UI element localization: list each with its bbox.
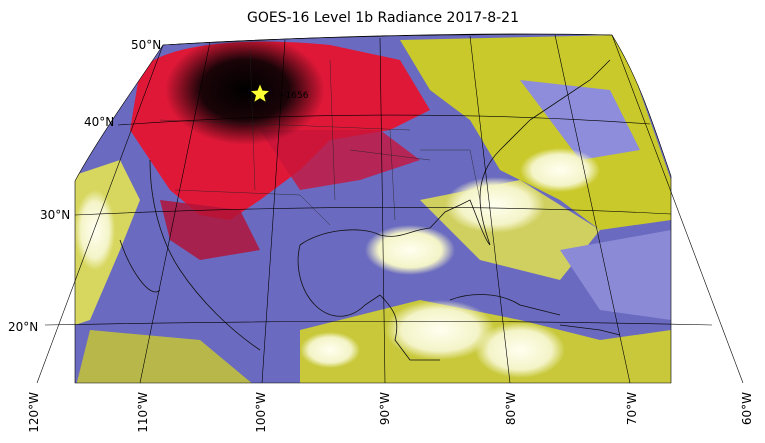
lon-label-100: 100°W	[254, 392, 268, 433]
lat-label-50: 50°N	[131, 38, 161, 52]
lat-label-30: 30°N	[40, 208, 70, 222]
map-title: GOES-16 Level 1b Radiance 2017-8-21	[247, 10, 519, 26]
marker-label: ~1656	[278, 91, 309, 101]
lon-label-90: 90°W	[378, 392, 392, 425]
star-icon	[249, 83, 271, 103]
longitude-labels: 120°W 110°W 100°W 90°W 80°W 70°W 60°W	[27, 392, 754, 433]
lat-label-20: 20°N	[8, 320, 38, 334]
map-frame	[74, 34, 672, 384]
eclipse-marker: ~1656	[249, 83, 309, 103]
lat-label-40: 40°N	[84, 115, 114, 129]
latitude-labels: 50°N 40°N 30°N 20°N	[8, 38, 161, 334]
graticule	[36, 33, 744, 384]
lon-label-80: 80°W	[504, 392, 518, 425]
lon-label-110: 110°W	[136, 392, 150, 433]
lon-label-60: 60°W	[740, 392, 754, 425]
map-imagery	[75, 34, 671, 383]
lon-label-70: 70°W	[625, 392, 639, 425]
lon-label-120: 120°W	[27, 392, 41, 433]
